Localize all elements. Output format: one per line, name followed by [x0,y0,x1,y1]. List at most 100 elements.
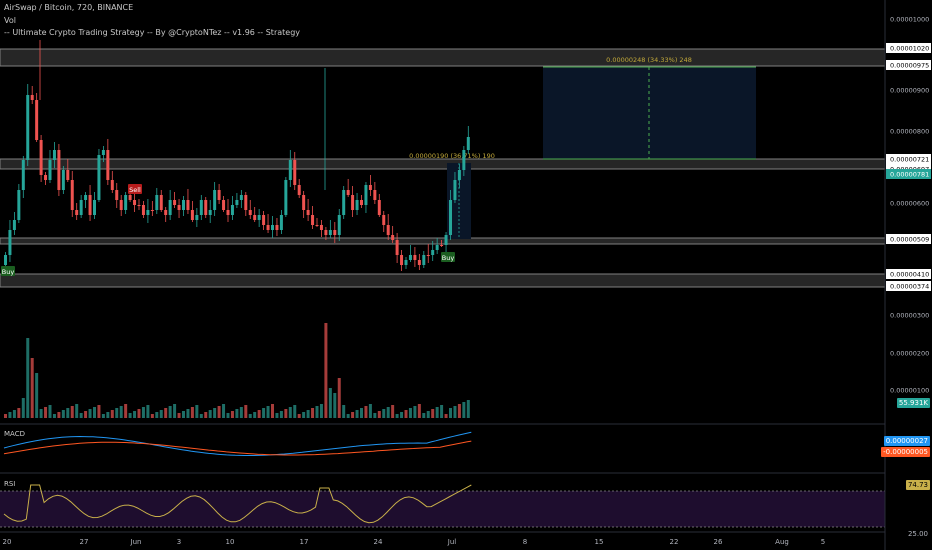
time-axis-label: 27 [80,538,89,546]
price-tick-label: 0.00000100 [890,387,929,395]
candle-body [150,210,154,211]
time-axis-label: 10 [226,538,235,546]
volume-bar [337,378,341,418]
candle-body [17,190,21,220]
volume-bar [213,408,217,418]
rsi-value-tag: 74.73 [905,480,930,490]
volume-bar [346,414,350,418]
candle-body [288,160,292,180]
candle-body [21,160,25,190]
candle-body [337,215,341,235]
candle-body [97,155,101,200]
candle-body [177,205,181,210]
volume-bar [124,404,128,418]
volume-bar [311,408,315,418]
candle-body [302,195,306,210]
volume-bar [217,406,221,418]
candle-body [457,170,461,180]
volume-bar [386,407,390,418]
candle-body [88,195,92,215]
volume-bar [457,404,461,418]
candle-body [57,150,61,190]
candle-body [328,230,332,235]
candle-body [462,150,466,170]
volume-bar [75,404,79,418]
volume-indicator-label: Vol [4,16,16,25]
candle-body [426,255,430,256]
volume-bar [239,407,243,418]
candle-body [4,255,7,265]
volume-bar [360,408,363,418]
volume-bar [377,411,381,418]
volume-bar [168,406,172,418]
candle-body [342,190,346,215]
price-level-tag [886,234,931,244]
candle-body [360,200,363,205]
candle-body [466,137,470,150]
candle-body [235,200,239,205]
macd-pane: MACD [3,430,472,456]
candle-body [12,220,16,230]
volume-bar [431,409,435,418]
volume-bar [226,413,230,418]
volume-bar [177,413,181,418]
volume-bar [417,404,421,418]
volume-bar [190,407,194,418]
price-axis[interactable]: 0.00001000 0.00000900 0.00000800 0.00000600… [886,16,931,395]
candle-body [213,190,217,210]
volume-bar [426,411,430,418]
candle-body [404,260,408,265]
price-tick-label: 0.00000800 [890,128,929,136]
candle-body [106,150,110,180]
resistance-zone-top [0,48,886,67]
current-price-tag [886,169,931,179]
time-axis-label: Aug [775,538,789,546]
rsi-band [0,491,885,527]
candlesticks [4,40,470,271]
price-tick-label: 0.00001000 [890,16,929,24]
volume-bar [244,405,248,418]
time-axis-label: Jun [130,538,142,546]
time-axis-label: 5 [821,538,825,546]
target-projection: 0.00000248 (34.33%) 248 [543,56,756,160]
candle-body [271,225,274,230]
volume-bar [66,408,70,418]
volume-bar [137,409,141,418]
candle-body [253,215,257,220]
candle-body [262,215,266,225]
volume-bar [230,411,234,418]
candle-body [217,190,221,200]
volume-bar [119,406,123,418]
volume-bar [391,405,395,418]
volume-bar [182,411,185,418]
volume-bar [106,412,110,418]
candle-body [182,200,185,210]
candle-body [373,190,377,200]
volume-bar [364,406,368,418]
price-level-tag-label: 0.00000721 [890,156,929,164]
candle-body [333,230,337,235]
target-box [543,67,756,159]
price-level-tag [886,154,931,164]
time-axis[interactable]: 20 27 Jun 3 10 17 24 Jul 8 15 22 26 Aug 5 [3,538,826,546]
candle-body [173,200,177,205]
volume-bar [17,408,21,418]
time-axis-label: 26 [714,538,723,546]
volume-bar [404,410,408,418]
macd-signal-line [3,440,472,456]
volume-bar [235,409,239,418]
candle-body [155,195,159,210]
candle-body [400,255,404,265]
volume-bar [453,406,457,418]
candle-body [230,205,234,215]
candle-body [244,195,248,210]
volume-bar [373,413,377,418]
volume-bar [355,410,359,418]
candle-body [449,200,452,235]
candle-body [364,185,368,205]
candle-body [222,200,226,210]
time-axis-label: 24 [374,538,383,546]
candle-body [444,235,448,245]
candle-body [351,195,355,210]
